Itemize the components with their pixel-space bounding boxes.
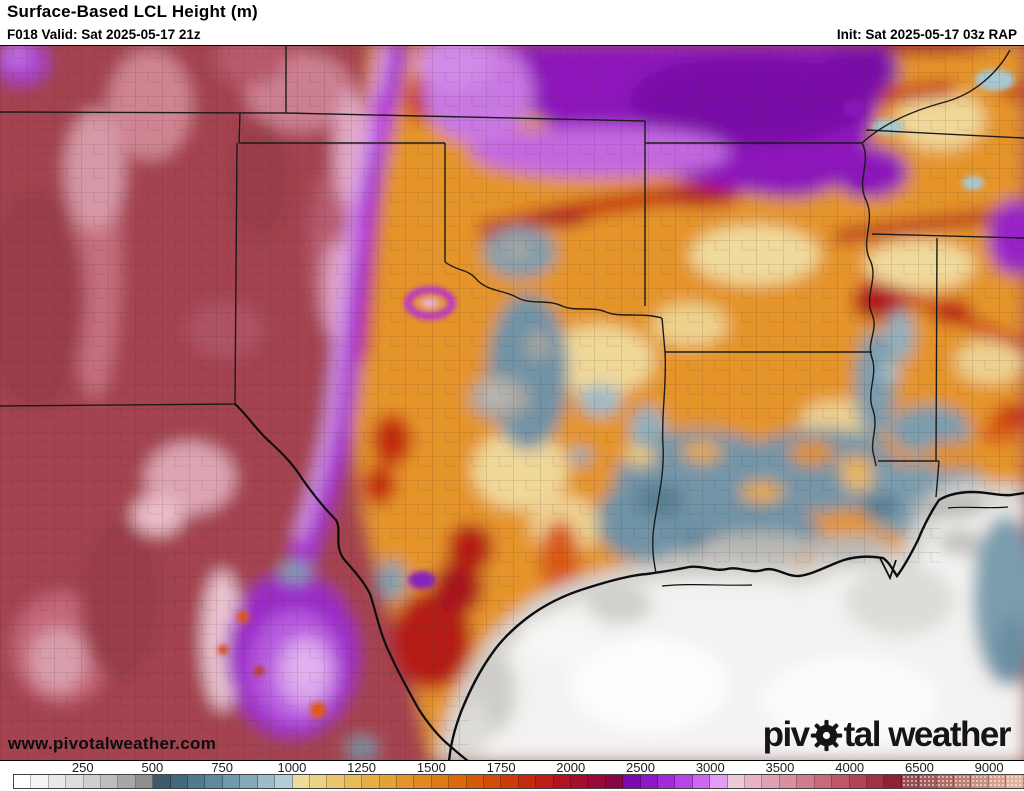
logo-text-suffix: tal weather <box>843 715 1012 754</box>
colorbar-segment <box>779 775 798 788</box>
colorbar-segment <box>623 775 641 788</box>
colorbar-segment <box>866 775 885 788</box>
page-title: Surface-Based LCL Height (m) <box>7 2 258 21</box>
colorbar-tick-label: 500 <box>141 760 164 775</box>
colorbar-tick-label: 1750 <box>486 760 516 775</box>
valid-time-label: F018 Valid: Sat 2025-05-17 21z <box>7 27 201 42</box>
colorbar-segment <box>101 775 119 788</box>
colorbar-tick-label: 3000 <box>695 760 725 775</box>
colorbar-segment <box>971 775 989 788</box>
colorbar-segment <box>640 775 659 788</box>
colorbar-segment <box>953 775 972 788</box>
colorbar-segment <box>344 775 363 788</box>
colorbar-tick-label: 9000 <box>974 760 1004 775</box>
colorbar-tick-label: 4000 <box>835 760 865 775</box>
colorbar-segment <box>832 775 850 788</box>
colorbar-segment <box>710 775 728 788</box>
colorbar-segment <box>222 775 241 788</box>
coastline <box>234 403 1024 760</box>
weather-map: www.pivotalweather.com piv <box>0 45 1024 761</box>
colorbar-segment <box>797 775 815 788</box>
colorbar-segment <box>449 775 467 788</box>
lcl-height-field <box>0 46 1024 760</box>
colorbar-tick-label: 6500 <box>904 760 934 775</box>
colorbar-segment <box>518 775 537 788</box>
colorbar-segment <box>240 775 258 788</box>
gear-icon <box>810 719 842 752</box>
colorbar-tick-label: 750 <box>211 760 234 775</box>
colorbar-segment <box>309 775 328 788</box>
colorbar-segment <box>379 775 397 788</box>
color-scale-labels: 250 500 750 1000 1250 1500 1750 2000 2500 3000 350… <box>13 760 1024 775</box>
colorbar-segment <box>814 775 833 788</box>
colorbar-segment <box>483 775 502 788</box>
colorbar-tick-label: 1000 <box>277 760 307 775</box>
watermark-url: www.pivotalweather.com <box>8 734 217 753</box>
colorbar-segment <box>118 775 136 788</box>
colorbar-segment <box>745 775 763 788</box>
colorbar-segment <box>762 775 780 788</box>
colorbar-segment <box>431 775 450 788</box>
colorbar-segment <box>658 775 676 788</box>
colorbar-segment <box>936 775 954 788</box>
colorbar-segment <box>536 775 554 788</box>
colorbar-segment <box>275 775 293 788</box>
colorbar-segment <box>188 775 206 788</box>
colorbar-segment <box>66 775 84 788</box>
colorbar-segment <box>170 775 189 788</box>
colorbar-segment <box>135 775 154 788</box>
colorbar-segment <box>884 775 902 788</box>
county-lines <box>0 46 1024 760</box>
colorbar-segment <box>919 775 937 788</box>
logo-text-prefix: piv <box>762 715 811 754</box>
color-scale-bar <box>13 774 1024 789</box>
colorbar-segment <box>327 775 345 788</box>
color-scale: 250 500 750 1000 1250 1500 1750 2000 2500 3000 350… <box>0 760 1024 791</box>
init-time-label: Init: Sat 2025-05-17 03z RAP <box>836 27 1017 42</box>
colorbar-segment <box>153 775 171 788</box>
state-borders <box>0 46 1024 574</box>
colorbar-segment <box>727 775 746 788</box>
colorbar-tick-label: 250 <box>71 760 94 775</box>
colorbar-segment <box>588 775 606 788</box>
colorbar-segment <box>692 775 711 788</box>
colorbar-segment <box>553 775 571 788</box>
sub-header: F018 Valid: Sat 2025-05-17 21z Init: Sat… <box>0 24 1024 45</box>
colorbar-segment <box>675 775 693 788</box>
colorbar-segment <box>31 775 49 788</box>
colorbar-segment <box>414 775 432 788</box>
colorbar-segment <box>292 775 310 788</box>
colorbar-tick-label: 3500 <box>765 760 795 775</box>
colorbar-segment <box>362 775 380 788</box>
colorbar-tick-label: 2500 <box>626 760 655 775</box>
colorbar-segment <box>205 775 223 788</box>
colorbar-tick-label: 2000 <box>556 760 586 775</box>
colorbar-tick-label: 1250 <box>347 760 377 775</box>
colorbar-segment <box>849 775 867 788</box>
colorbar-segment <box>1006 775 1024 788</box>
colorbar-segment <box>571 775 589 788</box>
colorbar-segment <box>501 775 519 788</box>
colorbar-tick-label: 1500 <box>416 760 446 775</box>
colorbar-segment <box>83 775 102 788</box>
colorbar-segment <box>396 775 415 788</box>
colorbar-segment <box>466 775 484 788</box>
colorbar-segment <box>605 775 624 788</box>
pivotal-weather-logo: piv tal weather <box>762 715 1012 754</box>
colorbar-segment <box>48 775 67 788</box>
header: Surface-Based LCL Height (m) <box>0 0 1024 24</box>
colorbar-segment <box>988 775 1007 788</box>
colorbar-segment <box>257 775 276 788</box>
colorbar-segment <box>14 775 32 788</box>
colorbar-segment <box>901 775 920 788</box>
